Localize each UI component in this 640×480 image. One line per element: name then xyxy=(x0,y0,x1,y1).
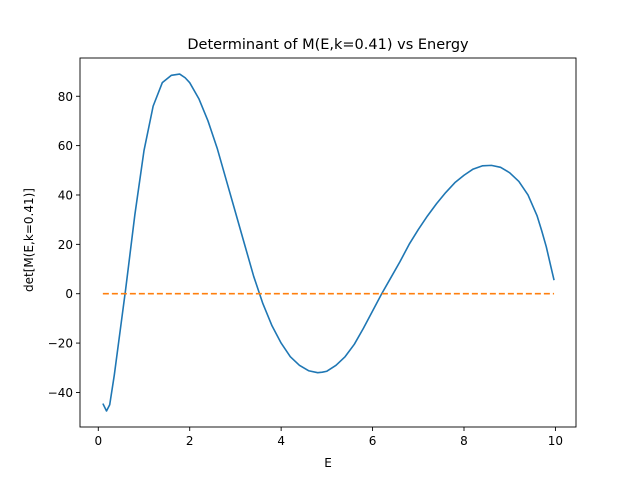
y-tick-label: 80 xyxy=(58,90,73,104)
y-tick-label: 20 xyxy=(58,238,73,252)
series-layer xyxy=(102,73,555,412)
y-axis-ticks: −40 −20 0 20 40 60 80 xyxy=(48,90,80,400)
chart-title: Determinant of M(E,k=0.41) vs Energy xyxy=(187,37,469,53)
x-axis-ticks: 0 2 4 6 8 10 xyxy=(94,427,563,448)
y-tick-label: 60 xyxy=(58,139,73,153)
x-tick-label: 4 xyxy=(277,434,285,448)
x-tick-label: 10 xyxy=(548,434,563,448)
x-axis-label: E xyxy=(324,456,332,470)
y-axis-label: det[M(E,k=0.41)] xyxy=(22,188,36,292)
y-tick-label: 0 xyxy=(65,287,73,301)
y-tick-label: −40 xyxy=(48,386,73,400)
y-tick-label: −20 xyxy=(48,337,73,351)
plot-area: 0 2 4 6 8 10 −40 −20 0 20 40 60 80 xyxy=(48,57,577,448)
x-tick-label: 6 xyxy=(369,434,377,448)
x-tick-label: 8 xyxy=(460,434,468,448)
x-tick-label: 2 xyxy=(186,434,194,448)
series-line-0 xyxy=(102,73,555,412)
y-tick-label: 40 xyxy=(58,188,73,202)
axes-frame xyxy=(79,57,577,428)
x-tick-label: 0 xyxy=(94,434,102,448)
